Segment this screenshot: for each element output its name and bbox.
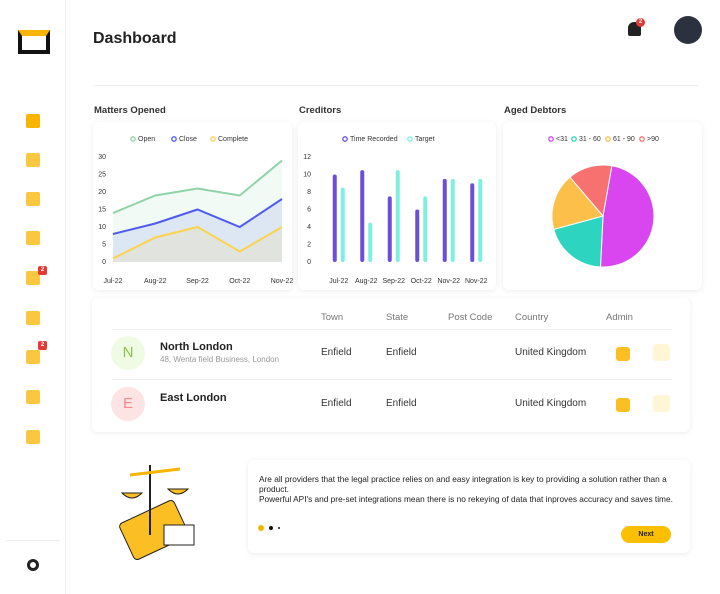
info-text: Are all providers that the legal practic…	[259, 474, 667, 494]
illustration-pan	[120, 492, 144, 499]
settings-icon[interactable]	[27, 559, 39, 571]
chart-title: Aged Debtors	[504, 105, 567, 116]
sidebar	[0, 0, 66, 594]
info-text: Powerful API's and pre-set integrations …	[259, 494, 673, 504]
admin-checkbox[interactable]	[616, 347, 630, 361]
info-card	[248, 460, 690, 553]
avatar[interactable]	[674, 16, 702, 44]
row-address: 48, Wenta field Business, London	[160, 355, 280, 364]
notification-badge: 2	[636, 18, 645, 27]
illustration-doc	[163, 524, 195, 546]
logo	[18, 30, 50, 54]
bank-icon[interactable]	[26, 271, 40, 285]
column-header: State	[386, 312, 409, 323]
country: United Kingdom	[515, 398, 587, 409]
column-header: Post Code	[448, 312, 493, 323]
admin-checkbox[interactable]	[616, 398, 630, 412]
row-name: East London	[160, 392, 227, 404]
carousel-dot[interactable]	[258, 525, 264, 531]
illustration-beam	[129, 467, 181, 477]
row-divider	[112, 379, 672, 380]
report-icon[interactable]	[26, 430, 40, 444]
chart-card	[93, 122, 292, 290]
cart-icon[interactable]	[26, 311, 40, 325]
illustration	[119, 465, 195, 560]
header-divider	[93, 85, 698, 86]
country: United Kingdom	[515, 347, 587, 358]
chart-card	[503, 122, 702, 290]
table-card	[92, 298, 690, 432]
edit-button[interactable]	[653, 395, 670, 412]
town: Enfield	[321, 347, 352, 358]
sidebar-badge: 2	[38, 341, 47, 350]
edit-button[interactable]	[653, 344, 670, 361]
page-title: Dashboard	[93, 30, 177, 47]
state: Enfield	[386, 398, 417, 409]
illustration-pan	[166, 488, 190, 495]
dashboard-icon[interactable]	[26, 114, 40, 128]
sidebar-badge: 2	[38, 266, 47, 275]
chart-card	[298, 122, 496, 290]
row-divider	[112, 329, 672, 330]
carousel-dot[interactable]	[269, 526, 273, 530]
column-header: Admin	[606, 312, 633, 323]
column-header: Country	[515, 312, 549, 323]
row-avatar: E	[111, 387, 145, 421]
carousel-dot[interactable]	[278, 527, 280, 529]
state: Enfield	[386, 347, 417, 358]
town: Enfield	[321, 398, 352, 409]
chart-title: Creditors	[299, 105, 342, 116]
column-header: Town	[321, 312, 344, 323]
contacts-icon[interactable]	[26, 192, 40, 206]
row-name: North London	[160, 341, 233, 353]
user-icon[interactable]	[26, 350, 40, 364]
sidebar-divider	[6, 540, 60, 541]
row-avatar: N	[111, 336, 145, 370]
money-icon[interactable]	[26, 390, 40, 404]
illustration-phone	[119, 500, 189, 560]
briefcase-icon[interactable]	[26, 153, 40, 167]
wallet-icon[interactable]	[26, 231, 40, 245]
next-button[interactable]: Next	[621, 526, 671, 543]
chart-title: Matters Opened	[94, 105, 166, 116]
